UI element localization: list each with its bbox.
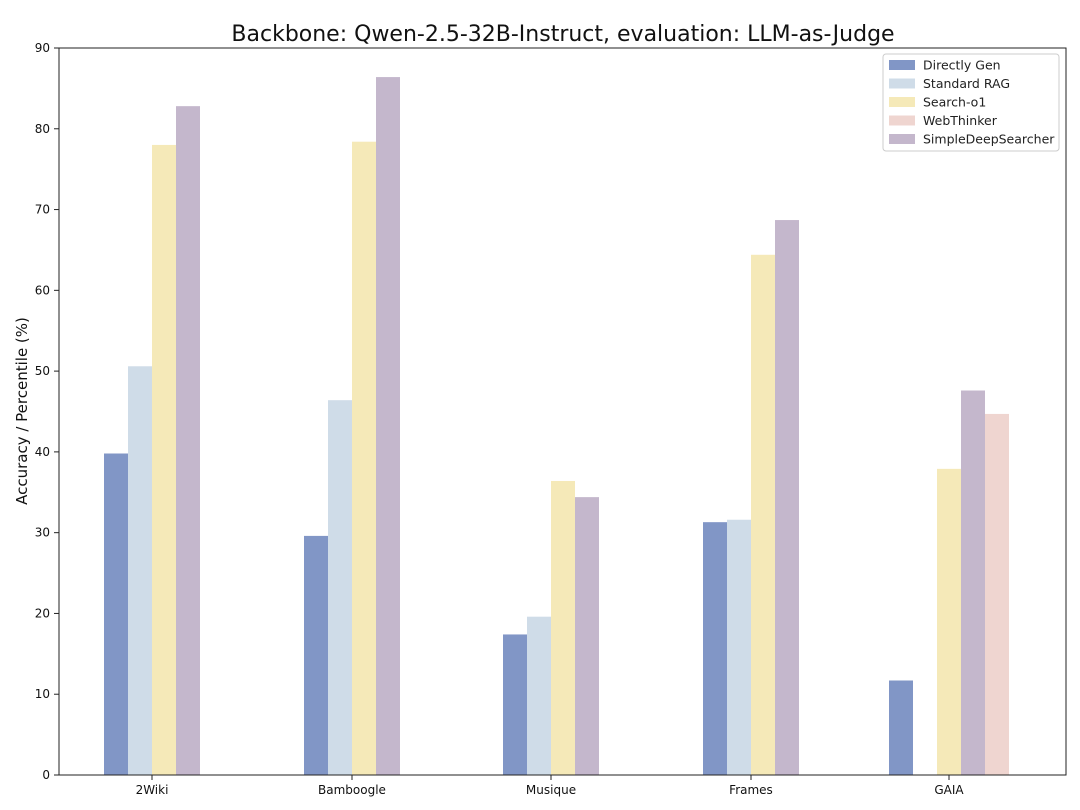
- y-tick-label: 90: [35, 41, 50, 55]
- bar-2wiki-directly-gen: [104, 453, 128, 775]
- x-tick-label-bamboogle: Bamboogle: [318, 783, 386, 797]
- x-tick-label-gaia: GAIA: [934, 783, 964, 797]
- y-tick-label: 40: [35, 445, 50, 459]
- legend: Directly Gen Standard RAG Search-o1 WebThin…: [882, 53, 1060, 152]
- bar-frames-simpledeepsearcher: [775, 220, 799, 776]
- legend-label-search-o1: Search-o1: [923, 95, 986, 110]
- bar-musique-directly-gen: [503, 634, 527, 775]
- bar-gaia-search-o1: [937, 468, 961, 775]
- bar-bamboogle-simpledeepsearcher: [376, 77, 400, 775]
- plot-area: 0 10 20 30 40 50 60 70 80 90 2Wiki Bamboogle Musique…: [35, 41, 1067, 797]
- y-tick-label: 60: [35, 283, 50, 297]
- bar-2wiki-standard-rag: [128, 366, 152, 775]
- legend-label-simpledeepsearcher: SimpleDeepSearcher: [923, 132, 1055, 147]
- legend-swatch-search-o1: [889, 97, 915, 107]
- legend-swatch-directly-gen: [889, 60, 915, 70]
- y-tick-label: 10: [35, 687, 50, 701]
- bar-bamboogle-directly-gen: [304, 535, 328, 775]
- y-tick-label: 30: [35, 526, 50, 540]
- plot-frame: [58, 47, 1067, 776]
- y-axis-label: Accuracy / Percentile (%): [13, 317, 31, 505]
- y-tick-label: 20: [35, 606, 50, 620]
- legend-label-webthinker: WebThinker: [923, 113, 998, 128]
- legend-swatch-standard-rag: [889, 78, 915, 89]
- y-tick-label: 50: [35, 364, 50, 378]
- bar-bamboogle-standard-rag: [328, 400, 352, 775]
- y-tick-label: 70: [35, 203, 50, 217]
- bar-frames-standard-rag: [727, 519, 751, 775]
- chart-title: Backbone: Qwen-2.5-32B-Instruct, evaluat…: [231, 22, 894, 47]
- y-tick-label: 0: [42, 768, 50, 782]
- x-tick-label-2wiki: 2Wiki: [136, 783, 169, 797]
- legend-label-standard-rag: Standard RAG: [923, 76, 1010, 91]
- y-tick-label: 80: [35, 122, 50, 136]
- bar-musique-standard-rag: [527, 616, 551, 775]
- bar-bamboogle-search-o1: [352, 141, 376, 776]
- bar-gaia-simpledeepsearcher: [961, 390, 985, 775]
- bar-frames-search-o1: [751, 254, 775, 775]
- bar-frames-directly-gen: [703, 522, 727, 775]
- legend-swatch-simpledeepsearcher: [889, 134, 915, 144]
- x-tick-label-frames: Frames: [729, 783, 773, 797]
- bar-musique-simpledeepsearcher: [575, 497, 599, 775]
- bar-gaia-webthinker: [985, 413, 1009, 775]
- legend-label-directly-gen: Directly Gen: [923, 58, 1001, 73]
- legend-box: [882, 53, 1060, 152]
- bar-2wiki-search-o1: [152, 144, 176, 775]
- bar-musique-search-o1: [551, 480, 575, 775]
- x-tick-label-musique: Musique: [526, 783, 576, 797]
- legend-swatch-webthinker: [889, 115, 915, 126]
- bar-gaia-directly-gen: [889, 680, 913, 775]
- bar-2wiki-simpledeepsearcher: [176, 106, 200, 775]
